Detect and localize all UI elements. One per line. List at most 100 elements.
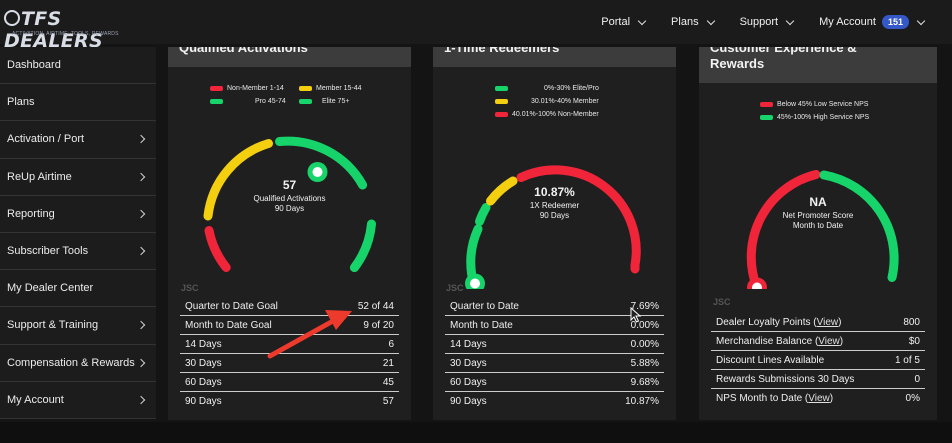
gauge-sublabel: 90 Days: [539, 211, 570, 220]
legend-item: 30.01%-40% Member: [495, 98, 599, 105]
sidebar-item-reup-airtime[interactable]: ReUp Airtime: [0, 159, 156, 196]
view-merchandise-balance-link[interactable]: View: [818, 335, 840, 347]
table-row: 60 Days 9.68%: [445, 373, 664, 392]
table-row: Dealer Loyalty Points (View) 800: [711, 313, 925, 332]
chevron-right-icon: [136, 321, 146, 330]
gauge-label: Qualified Activations: [253, 194, 326, 203]
table-row: 90 Days 10.87%: [450, 396, 659, 407]
view-loyalty-points-link[interactable]: View: [816, 316, 839, 328]
sidebar: Dashboard Plans Activation / Port ReUp A…: [0, 47, 156, 419]
legend-swatch: [210, 86, 223, 91]
gauge-indicator-dot: [312, 167, 323, 177]
chevron-down-icon: [637, 16, 647, 25]
sidebar-item-plans[interactable]: Plans: [0, 84, 156, 122]
card-title: Qualified Activations: [168, 47, 411, 67]
sidebar-item-my-dealer-center[interactable]: My Dealer Center: [0, 270, 156, 308]
legend-item: Below 45% Low Service NPS: [760, 101, 868, 108]
table-row: Discount Lines Available 1 of 5: [711, 351, 925, 370]
nav-support[interactable]: Support: [740, 16, 795, 28]
chevron-right-icon: [136, 246, 146, 256]
sidebar-item-my-account[interactable]: My Account: [0, 382, 156, 419]
gauge-segment-red: [516, 165, 641, 274]
nav-plans[interactable]: Plans: [671, 16, 715, 28]
gauge-sublabel: Month to Date: [792, 221, 844, 230]
chevron-down-icon: [706, 16, 715, 25]
mouse-cursor-icon: [630, 307, 642, 323]
table-row: NPS Month to Date (View) 0%: [716, 393, 920, 404]
legend-item: Pro 45-74: [210, 98, 286, 105]
card-title: 1-Time Redeemers: [433, 47, 676, 67]
chevron-right-icon: [136, 395, 146, 405]
sidebar-item-dashboard[interactable]: Dashboard: [0, 47, 156, 85]
table-row: 30 Days 5.88%: [445, 354, 664, 373]
legend-item: 45%-100% High Service NPS: [760, 114, 869, 121]
jsc-watermark: JSC: [181, 283, 199, 293]
notification-badge: 151: [881, 15, 909, 29]
legend-swatch: [299, 86, 312, 91]
table-row: 14 Days 6: [180, 335, 399, 354]
legend-item: 40.01%-100% Non-Member: [495, 111, 599, 118]
card-title: Customer Experience & Rewards: [699, 47, 937, 83]
gauge-segment-red: [204, 226, 231, 272]
sidebar-item-activation-port[interactable]: Activation / Port: [0, 121, 156, 159]
gauge-indicator-dot: [470, 278, 480, 289]
table-row: Quarter to Date Goal 52 of 44: [180, 297, 399, 316]
table-row: Quarter to Date 7.69%: [445, 297, 664, 316]
sidebar-item-reporting[interactable]: Reporting: [0, 196, 156, 233]
redeemers-gauge: [465, 165, 641, 289]
table-row: Month to Date Goal 9 of 20: [180, 316, 399, 335]
sidebar-item-compensation-rewards[interactable]: Compensation & Rewards: [0, 345, 156, 382]
gauge-sublabel: 90 Days: [274, 204, 305, 213]
rewards-stats-table: Dealer Loyalty Points (View) 800 Merchand…: [711, 313, 925, 408]
jsc-watermark: JSC: [446, 283, 464, 293]
sidebar-item-subscriber-tools[interactable]: Subscriber Tools: [0, 233, 156, 271]
legend-item: Non-Member 1-14: [210, 85, 284, 92]
legend-item: Member 15-44: [299, 85, 362, 92]
legend-swatch: [760, 102, 773, 107]
chevron-right-icon: [136, 358, 146, 367]
view-nps-link[interactable]: View: [808, 393, 830, 404]
jsc-watermark: JSC: [713, 297, 731, 307]
qualified-gauge: [203, 136, 376, 273]
table-row: Rewards Submissions 30 Days 0: [711, 370, 925, 389]
gauge-segment-yellow: [203, 139, 273, 221]
table-row: 90 Days 57: [185, 396, 394, 407]
gauge-segment-yellow: [486, 176, 518, 206]
chevron-right-icon: [136, 172, 146, 181]
redeemers-card: 1-Time Redeemers 0%-30% Elite/Pro 30.01%…: [433, 47, 676, 420]
gauge-segment-red: [746, 170, 821, 289]
gauge-label: 1X Redeemer: [529, 201, 580, 210]
gauge-segment-green: [819, 170, 899, 282]
top-bar: TFS DEALERS ACTIVATION, AIRTIME, TOOLS, …: [0, 0, 952, 52]
logo-text: TFS DEALERS: [4, 8, 103, 52]
legend-swatch: [299, 99, 312, 104]
logo-tagline: ACTIVATION, AIRTIME, TOOLS, REWARDS: [12, 31, 119, 37]
gauge-value: NA: [809, 195, 827, 209]
legend-swatch: [495, 99, 508, 104]
table-row: 30 Days 21: [180, 354, 399, 373]
qualified-stats-table: Quarter to Date Goal 52 of 44 Month to Da…: [180, 297, 399, 411]
sidebar-item-support-training[interactable]: Support & Training: [0, 307, 156, 345]
table-row: Month to Date 0.00%: [445, 316, 664, 335]
gauge-value: 57: [282, 178, 297, 192]
table-row: 14 Days 0.00%: [445, 335, 664, 354]
legend-item: 0%-30% Elite/Pro: [495, 85, 599, 92]
redeemers-stats-table: Quarter to Date 7.69% Month to Date 0.00% …: [445, 297, 664, 411]
chevron-right-icon: [136, 135, 146, 144]
tfs-dealers-logo[interactable]: TFS DEALERS ACTIVATION, AIRTIME, TOOLS, …: [0, 6, 120, 52]
nav-portal[interactable]: Portal: [601, 16, 647, 28]
legend-item: Elite 75+: [299, 98, 349, 105]
nps-gauge: [746, 170, 899, 289]
table-row: 60 Days 45: [180, 373, 399, 392]
legend-swatch: [210, 99, 223, 104]
nav-my-account[interactable]: My Account 151: [819, 15, 926, 29]
bottom-bar: [0, 422, 952, 443]
gauge-value: 10.87%: [534, 185, 575, 199]
gauge-indicator-dot: [752, 282, 762, 289]
logo-ring-icon: [4, 10, 20, 26]
chevron-down-icon: [785, 16, 795, 25]
customer-experience-card: Customer Experience & Rewards Below 45% …: [699, 47, 937, 420]
chevron-down-icon: [916, 16, 926, 25]
table-row: Merchandise Balance (View) $0: [711, 332, 925, 351]
gauge-segment-green-upper: [475, 203, 491, 226]
